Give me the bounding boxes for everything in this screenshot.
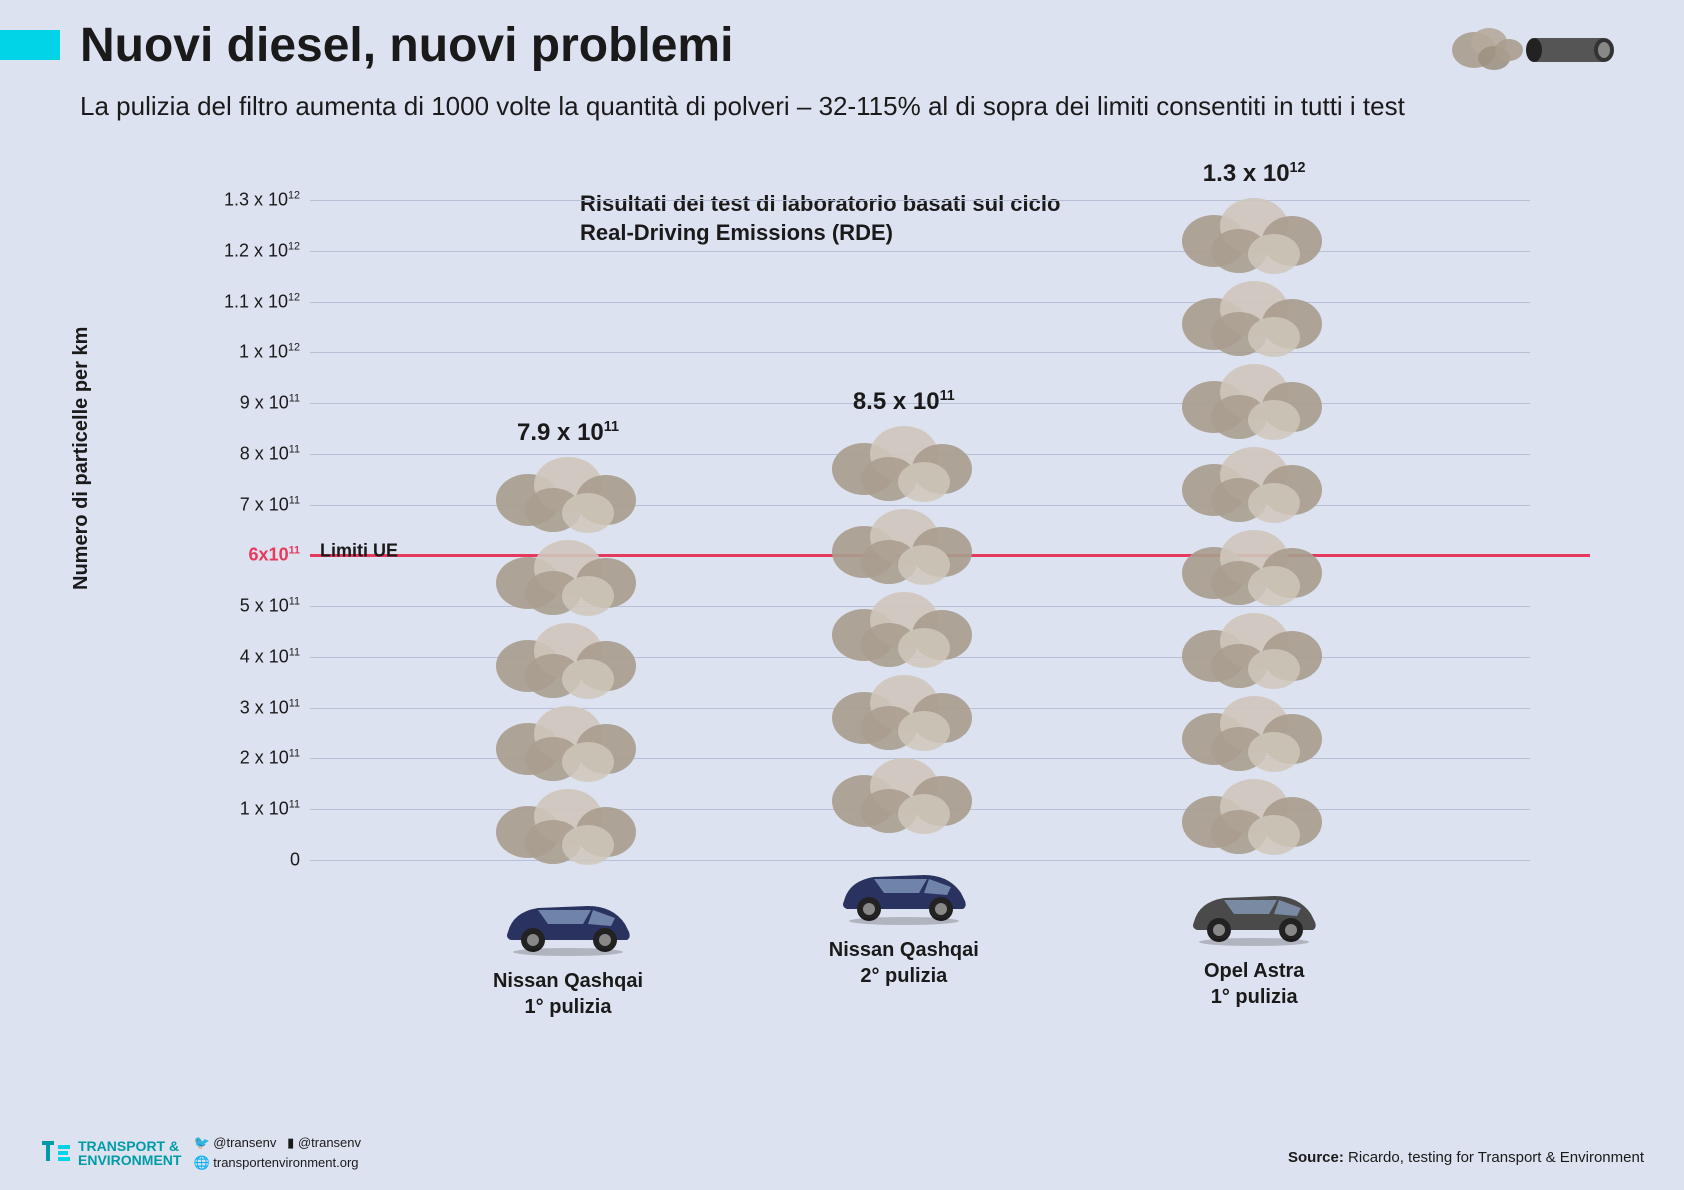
globe-icon: 🌐 bbox=[193, 1155, 209, 1170]
y-tick: 3 x 1011 bbox=[210, 697, 300, 718]
bar-label: Nissan Qashqai1° pulizia bbox=[493, 968, 643, 1020]
y-tick: 0 bbox=[210, 850, 300, 871]
source-prefix: Source: bbox=[1288, 1149, 1344, 1166]
twitter-handle: @transenv bbox=[213, 1135, 276, 1150]
y-tick: 1.3 x 1012 bbox=[210, 190, 300, 211]
smoke-stack bbox=[824, 426, 984, 841]
chart-inner-title: Risultati dei test di laboratorio basati… bbox=[580, 190, 1080, 247]
source-text: Ricardo, testing for Transport & Environ… bbox=[1344, 1149, 1644, 1166]
bar-group: 1.3 x 1012 bbox=[1154, 160, 1354, 1020]
bar-label: Nissan Qashqai2° pulizia bbox=[829, 937, 979, 989]
facebook-handle: @transenv bbox=[298, 1135, 361, 1150]
limit-label: Limiti UE bbox=[320, 541, 398, 562]
logo-te: TRANSPORT & ENVIRONMENT bbox=[40, 1137, 181, 1169]
y-tick: 4 x 1011 bbox=[210, 646, 300, 667]
y-tick: 1 x 1012 bbox=[210, 342, 300, 363]
y-tick: 1.2 x 1012 bbox=[210, 240, 300, 261]
y-tick: 9 x 1011 bbox=[210, 393, 300, 414]
car-icon bbox=[829, 851, 979, 931]
social-links: 🐦 @transenv ▮ @transenv 🌐 transportenvir… bbox=[193, 1133, 361, 1172]
y-axis-label: Numero di particelle per km bbox=[70, 327, 93, 590]
logo-mark-icon bbox=[40, 1137, 72, 1169]
header-accent-bar bbox=[0, 30, 60, 60]
y-tick: 1.1 x 1012 bbox=[210, 291, 300, 312]
page-subtitle: La pulizia del filtro aumenta di 1000 vo… bbox=[80, 88, 1600, 124]
logo-text-line2: ENVIRONMENT bbox=[78, 1153, 181, 1167]
footer: TRANSPORT & ENVIRONMENT 🐦 @transenv ▮ @t… bbox=[40, 1133, 361, 1172]
twitter-icon: 🐦 bbox=[193, 1135, 209, 1150]
bar-group: 7.9 x 1011 Ni bbox=[468, 419, 668, 1020]
y-tick: 5 x 1011 bbox=[210, 596, 300, 617]
facebook-icon: ▮ bbox=[287, 1135, 294, 1150]
website-url: transportenvironment.org bbox=[213, 1155, 358, 1170]
bar-group: 8.5 x 1011 Ni bbox=[804, 388, 1004, 1020]
y-tick: 6x1011 bbox=[210, 545, 300, 566]
y-tick: 7 x 1011 bbox=[210, 494, 300, 515]
logo-text-line1: TRANSPORT & bbox=[78, 1139, 181, 1153]
bar-label: Opel Astra1° pulizia bbox=[1204, 958, 1304, 1010]
y-tick: 2 x 1011 bbox=[210, 748, 300, 769]
bar-value-label: 1.3 x 1012 bbox=[1203, 160, 1306, 188]
chart-area: Numero di particelle per km Risultati de… bbox=[130, 190, 1590, 1050]
smoke-stack bbox=[1174, 198, 1334, 862]
y-tick: 1 x 1011 bbox=[210, 799, 300, 820]
bar-value-label: 7.9 x 1011 bbox=[517, 419, 619, 447]
car-icon bbox=[493, 882, 643, 962]
exhaust-pipe-icon bbox=[1444, 20, 1624, 80]
car-icon bbox=[1179, 872, 1329, 952]
y-tick: 8 x 1011 bbox=[210, 443, 300, 464]
smoke-stack bbox=[488, 457, 648, 872]
source-line: Source: Ricardo, testing for Transport &… bbox=[1288, 1149, 1644, 1166]
page-title: Nuovi diesel, nuovi problemi bbox=[80, 18, 733, 73]
bar-value-label: 8.5 x 1011 bbox=[853, 388, 955, 416]
